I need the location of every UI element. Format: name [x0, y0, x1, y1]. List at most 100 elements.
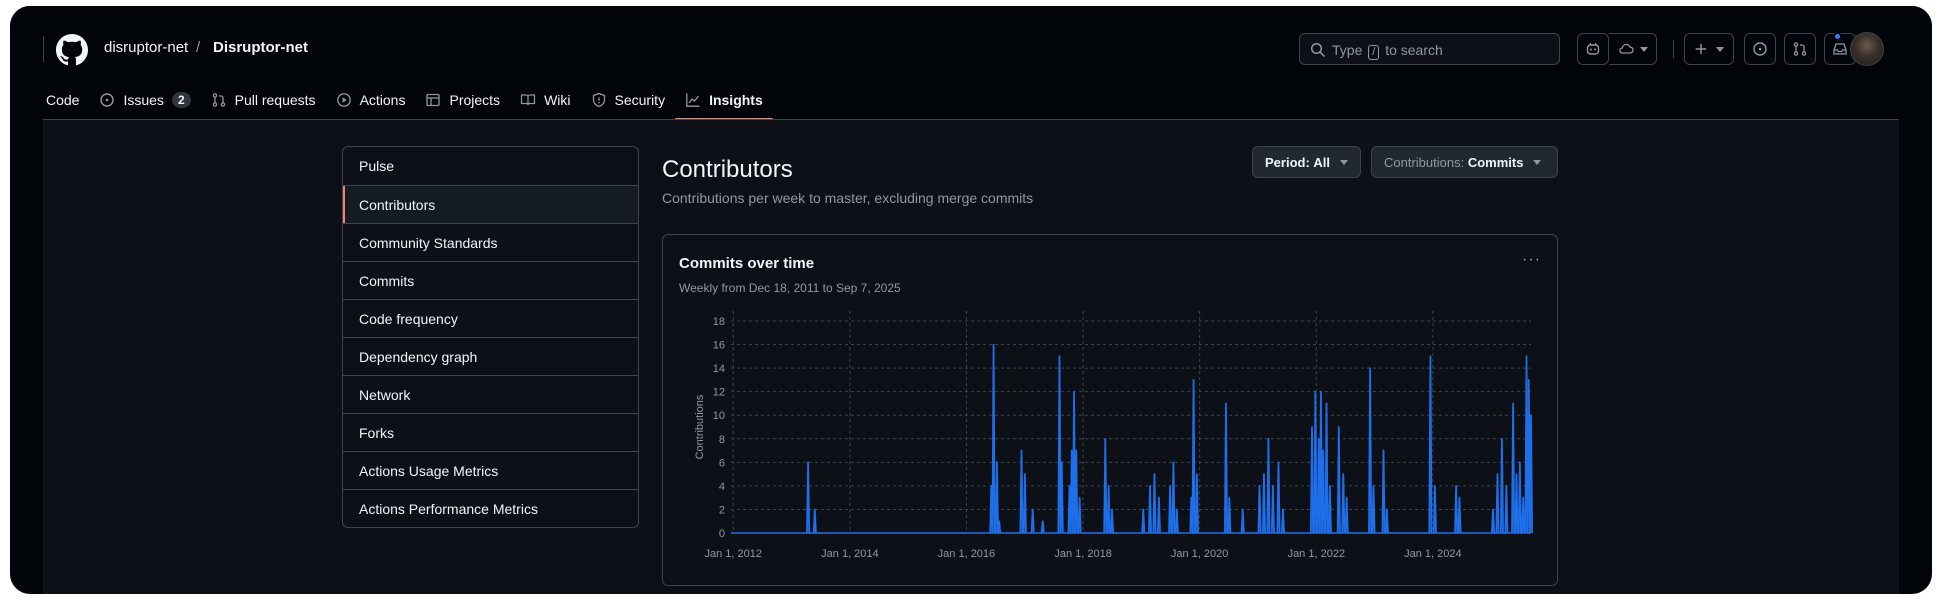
table-icon [426, 93, 441, 107]
data-spike [1074, 449, 1079, 534]
tab-actions-label: Actions [359, 92, 406, 108]
data-spike [1191, 378, 1196, 534]
issues-button[interactable] [1744, 33, 1776, 65]
tab-pull-requests-label: Pull requests [234, 92, 316, 108]
data-spike [1270, 484, 1275, 534]
tab-insights[interactable]: Insights [675, 80, 773, 120]
sidebar-item-code-frequency[interactable]: Code frequency [343, 299, 638, 337]
page-subtitle: Contributions per week to master, exclud… [662, 190, 1034, 206]
search-shortcut-key: / [1368, 45, 1380, 60]
copilot-button[interactable] [1577, 33, 1609, 65]
data-spike [1511, 402, 1516, 534]
sidebar-item-contributors[interactable]: Contributors [343, 185, 638, 223]
x-tick-label: Jan 1, 2016 [938, 548, 996, 560]
tab-code[interactable]: Code [44, 80, 89, 120]
repo-header: disruptor-net / Disruptor-net Type / to … [10, 6, 1932, 120]
chevron-down-icon [1639, 46, 1648, 52]
chevron-down-icon [1716, 46, 1724, 52]
data-spike [812, 508, 817, 534]
github-logo-icon[interactable] [56, 34, 88, 66]
search-input[interactable]: Type / to search [1299, 33, 1560, 65]
data-spike [1517, 461, 1522, 534]
contributions-dropdown[interactable]: Contributions: Commits [1371, 146, 1558, 178]
data-spike [806, 461, 811, 534]
repo-name-link[interactable]: Disruptor-net [213, 39, 308, 56]
contributions-label: Contributions: [1384, 154, 1465, 170]
inbox-icon [1833, 43, 1847, 55]
data-spike [1280, 508, 1285, 534]
sidebar-item-actions-performance-metrics[interactable]: Actions Performance Metrics [343, 489, 638, 527]
copilot-dropdown-button[interactable] [1609, 33, 1657, 65]
period-dropdown[interactable]: Period: All [1252, 146, 1362, 178]
data-spike [1171, 461, 1176, 534]
shield-icon [592, 92, 605, 108]
search-placeholder: Type / to search [1332, 42, 1443, 60]
repo-nav-tabs: Code Issues 2 Pull requests Actions Proj… [44, 80, 773, 120]
y-tick-label: 0 [719, 528, 725, 540]
data-spike [1428, 355, 1433, 534]
data-spike [1336, 426, 1341, 534]
data-spike [1504, 484, 1509, 534]
data-spike [1022, 473, 1027, 534]
data-spike [994, 461, 999, 534]
data-spike [1147, 484, 1153, 534]
sidebar-item-forks[interactable]: Forks [343, 413, 638, 451]
data-spike [1495, 473, 1500, 534]
insights-sidebar: Pulse Contributors Community Standards C… [342, 146, 639, 528]
sidebar-item-dependency-graph[interactable]: Dependency graph [343, 337, 638, 375]
data-spike [1156, 496, 1161, 534]
tab-issues[interactable]: Issues 2 [89, 80, 200, 120]
data-spike [1457, 496, 1462, 534]
issues-count-badge: 2 [171, 92, 191, 108]
x-tick-label: Jan 1, 2014 [821, 548, 879, 560]
data-spike [1059, 461, 1064, 534]
sidebar-item-network[interactable]: Network [343, 375, 638, 413]
sidebar-item-community-standards[interactable]: Community Standards [343, 223, 638, 261]
sidebar-item-commits[interactable]: Commits [343, 261, 638, 299]
x-tick-label: Jan 1, 2022 [1288, 548, 1346, 560]
y-tick-label: 16 [713, 340, 725, 352]
sidebar-item-actions-usage-metrics[interactable]: Actions Usage Metrics [343, 451, 638, 489]
data-spike [1106, 484, 1111, 534]
user-avatar[interactable] [1850, 32, 1884, 66]
tab-pull-requests[interactable]: Pull requests [201, 80, 326, 120]
card-title: Commits over time [679, 255, 815, 272]
tab-insights-label: Insights [709, 92, 763, 108]
data-spike [1371, 484, 1376, 534]
header-separator [1673, 40, 1674, 58]
repo-owner-link[interactable]: disruptor-net [104, 39, 189, 56]
data-spike [1309, 426, 1315, 534]
plus-icon [1695, 43, 1707, 55]
x-tick-label: Jan 1, 2024 [1404, 548, 1462, 560]
data-spike [1040, 520, 1045, 534]
data-spike [1103, 437, 1108, 534]
y-tick-label: 10 [713, 410, 725, 422]
data-spike [1223, 402, 1228, 534]
data-spike [1276, 461, 1281, 534]
data-spike [1057, 355, 1062, 534]
sidebar-item-pulse[interactable]: Pulse [359, 158, 395, 174]
y-tick-label: 14 [713, 363, 725, 375]
data-spike [1499, 437, 1504, 534]
tab-wiki[interactable]: Wiki [510, 80, 580, 120]
notification-indicator [1833, 32, 1842, 41]
create-new-button[interactable] [1684, 33, 1734, 65]
tab-security-label: Security [614, 92, 666, 108]
graph-icon [686, 93, 700, 107]
data-spike [997, 520, 1002, 534]
tab-security[interactable]: Security [581, 80, 676, 120]
tab-projects-label: Projects [449, 92, 501, 108]
period-label: Period: [1265, 154, 1310, 170]
tab-projects[interactable]: Projects [415, 80, 510, 120]
y-tick-label: 6 [719, 457, 725, 469]
search-icon [1310, 42, 1326, 58]
x-tick-label: Jan 1, 2020 [1171, 548, 1229, 560]
data-spike [1194, 473, 1199, 534]
commits-chart: 0 2 4 6 8 10 12 14 16 18 Jan 1, 2012 Jan 1, 2014 Jan… [694, 311, 1534, 560]
data-spike [1141, 508, 1146, 534]
pull-requests-button[interactable] [1784, 33, 1816, 65]
data-spike [1384, 508, 1389, 534]
kebab-menu-icon[interactable]: ··· [1522, 251, 1541, 268]
data-spike [1318, 390, 1323, 534]
tab-actions[interactable]: Actions [326, 80, 416, 120]
